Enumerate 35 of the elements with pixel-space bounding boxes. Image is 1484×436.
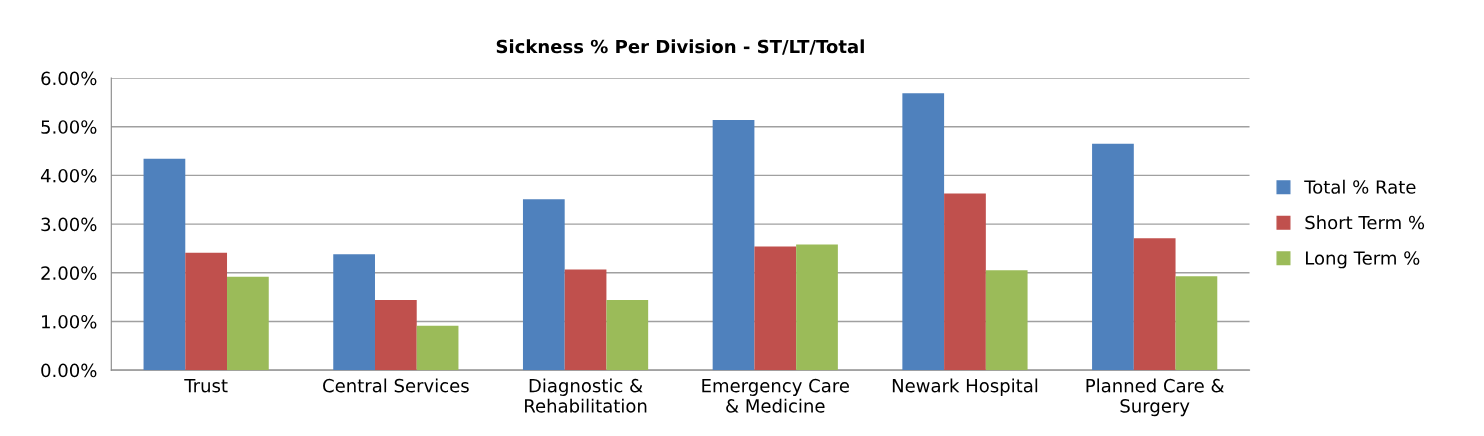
y-tick-label: 1.00% — [42, 314, 97, 329]
bar — [712, 119, 755, 371]
bar — [416, 325, 459, 371]
bar — [333, 254, 375, 371]
bar — [1092, 143, 1134, 371]
bar — [902, 93, 945, 371]
legend-label: Short Term % — [1305, 215, 1425, 230]
x-tick-label: Central Services — [323, 378, 469, 393]
bar — [1175, 276, 1218, 371]
x-tick-label: Diagnostic & Rehabilitation — [525, 378, 647, 413]
x-tick-label: Emergency Care & Medicine — [702, 378, 849, 413]
legend-label: Total % Rate — [1304, 179, 1416, 194]
bar — [1133, 238, 1176, 371]
bar — [564, 269, 607, 371]
x-tick-label: Planned Care & Surgery — [1086, 378, 1225, 417]
y-tick-label: 2.00% — [41, 266, 97, 280]
y-tick-label: 0.00% — [41, 363, 97, 378]
bar — [606, 300, 649, 371]
bar — [985, 270, 1028, 371]
y-tick-label: 5.00% — [41, 120, 97, 134]
bar — [374, 300, 417, 371]
bar — [227, 276, 269, 371]
y-tick-label: 4.00% — [40, 168, 97, 183]
y-tick-label: 6.00% — [41, 71, 97, 86]
bar — [185, 252, 228, 371]
x-tick-label: Trust — [184, 379, 228, 393]
chart-title: Sickness % Per Division - ST/LT/Total — [496, 39, 864, 55]
y-tick-label: 3.00% — [41, 217, 97, 232]
x-tick-label: Newark Hospital — [892, 378, 1038, 396]
bar — [796, 244, 838, 371]
legend-label: Long Term % — [1306, 251, 1420, 269]
bar — [522, 199, 565, 371]
bar — [944, 193, 986, 371]
bar — [754, 246, 797, 371]
bar — [143, 158, 186, 371]
